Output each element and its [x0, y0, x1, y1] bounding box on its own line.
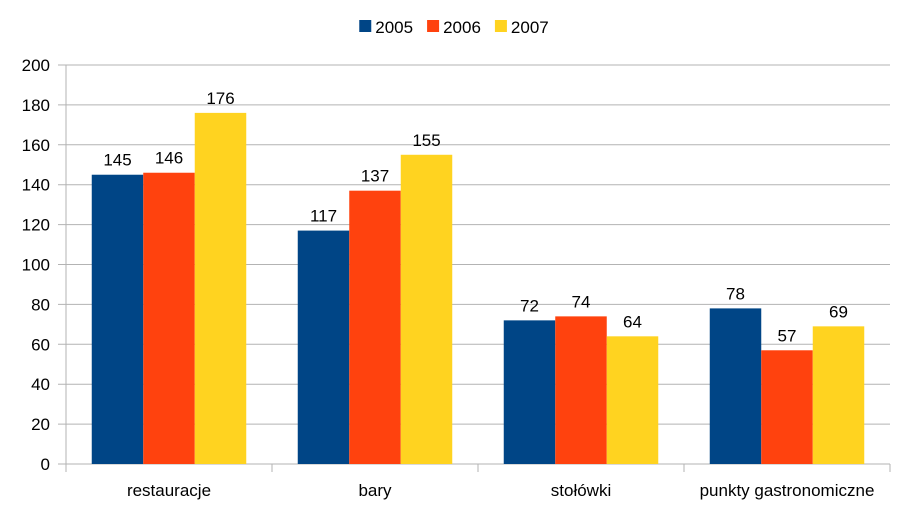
data-label-2006-0: 146	[155, 149, 183, 168]
bar-2005-1	[297, 230, 350, 464]
data-label-2007-1: 155	[412, 131, 440, 150]
y-tick-label-80: 80	[31, 295, 50, 314]
data-label-2006-1: 137	[361, 167, 389, 186]
y-tick-label-0: 0	[41, 455, 50, 474]
bar-2005-3	[709, 308, 762, 464]
data-label-2006-2: 74	[572, 292, 591, 311]
y-tick-label-140: 140	[22, 176, 50, 195]
data-label-2006-3: 57	[778, 326, 797, 345]
legend-label-2007: 2007	[511, 18, 549, 37]
x-category-label-0: restauracje	[127, 481, 211, 500]
bar-2005-2	[503, 320, 556, 464]
legend-label-2006: 2006	[443, 18, 481, 37]
y-tick-label-40: 40	[31, 375, 50, 394]
legend-label-2005: 2005	[375, 18, 413, 37]
data-label-2005-1: 117	[310, 207, 337, 226]
legend-swatch-2005	[359, 20, 372, 32]
data-label-2007-2: 64	[623, 312, 642, 331]
y-tick-label-100: 100	[22, 256, 50, 275]
x-category-label-1: bary	[358, 481, 392, 500]
data-label-2005-0: 145	[103, 151, 131, 170]
x-axis: restauracje bary stołówki punkty gastronomi…	[65, 464, 891, 500]
data-labels-layer: 145 146 176 117 137 155 72 74 64 78 57 69	[103, 89, 848, 345]
y-tick-label-60: 60	[31, 335, 50, 354]
bar-2006-0	[143, 172, 195, 465]
y-tick-label-180: 180	[22, 96, 50, 115]
y-tick-label-20: 20	[31, 415, 50, 434]
bar-2007-2	[606, 336, 659, 464]
legend-swatch-2007	[494, 20, 507, 32]
data-label-2007-0: 176	[206, 89, 234, 108]
bar-2006-3	[761, 350, 813, 464]
bar-2006-1	[349, 190, 401, 464]
bar-2007-1	[400, 154, 453, 464]
bar-2006-2	[555, 316, 607, 464]
data-label-2007-3: 69	[829, 302, 848, 321]
data-label-2005-3: 78	[726, 284, 745, 303]
bar-2005-0	[91, 174, 144, 464]
bar-2007-0	[194, 112, 247, 464]
x-category-label-2: stołówki	[551, 481, 611, 500]
y-tick-label-200: 200	[22, 56, 50, 75]
bars-layer	[91, 112, 865, 465]
y-tick-label-160: 160	[22, 136, 50, 155]
x-category-label-3: punkty gastronomiczne	[700, 481, 875, 500]
y-axis: 0 20 40 60 80 100 120 140 160 180 200	[22, 56, 67, 474]
legend: 2005 2006 2007	[359, 18, 549, 37]
data-label-2005-2: 72	[520, 296, 539, 315]
legend-swatch-2006	[427, 20, 440, 32]
bar-2007-3	[812, 326, 865, 464]
y-tick-label-120: 120	[22, 216, 50, 235]
